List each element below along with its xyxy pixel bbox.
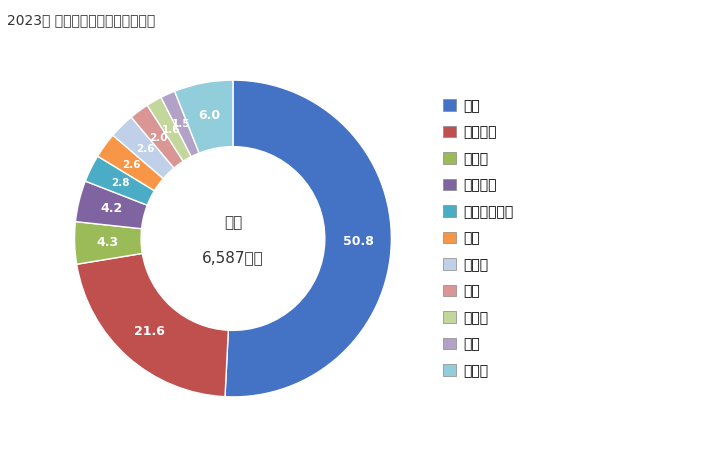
Text: 6,587億円: 6,587億円 <box>202 250 264 265</box>
Wedge shape <box>225 80 392 397</box>
Text: 1.6: 1.6 <box>162 125 180 135</box>
Text: 1.5: 1.5 <box>173 119 191 130</box>
Text: 2.6: 2.6 <box>136 144 154 154</box>
Text: 50.8: 50.8 <box>343 235 373 248</box>
Wedge shape <box>147 97 191 161</box>
Text: 総額: 総額 <box>223 215 242 230</box>
Wedge shape <box>76 253 229 397</box>
Text: 4.2: 4.2 <box>100 202 122 216</box>
Text: 2.0: 2.0 <box>149 133 168 143</box>
Text: 2.6: 2.6 <box>122 160 141 170</box>
Wedge shape <box>175 80 233 153</box>
Wedge shape <box>161 91 199 157</box>
Text: 2.8: 2.8 <box>111 178 130 188</box>
Wedge shape <box>98 135 163 191</box>
Wedge shape <box>131 105 183 168</box>
Text: 21.6: 21.6 <box>134 325 165 338</box>
Legend: 米国, フランス, ドイツ, イタリア, インドネシア, 中国, バナマ, 英国, カナダ, 韓国, その他: 米国, フランス, ドイツ, イタリア, インドネシア, 中国, バナマ, 英国… <box>438 94 519 383</box>
Wedge shape <box>76 181 147 229</box>
Text: 2023年 輸入相手国のシェア（％）: 2023年 輸入相手国のシェア（％） <box>7 14 156 27</box>
Wedge shape <box>74 221 142 264</box>
Wedge shape <box>85 156 154 205</box>
Text: 4.3: 4.3 <box>97 235 119 248</box>
Wedge shape <box>113 117 174 179</box>
Text: 6.0: 6.0 <box>199 109 221 122</box>
